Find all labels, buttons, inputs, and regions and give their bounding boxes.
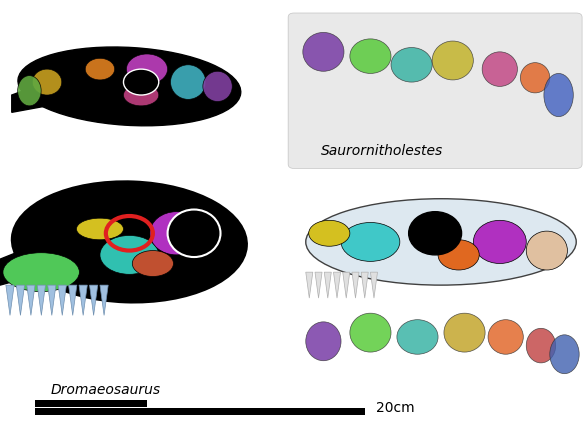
Ellipse shape <box>438 240 479 270</box>
FancyBboxPatch shape <box>288 13 582 168</box>
Ellipse shape <box>3 253 79 292</box>
Polygon shape <box>352 272 359 298</box>
Ellipse shape <box>520 63 550 93</box>
Ellipse shape <box>488 320 523 354</box>
Polygon shape <box>16 285 25 315</box>
Bar <box>35 400 147 407</box>
Ellipse shape <box>123 69 159 95</box>
Ellipse shape <box>526 328 556 363</box>
Ellipse shape <box>171 65 206 99</box>
Ellipse shape <box>123 84 159 106</box>
Ellipse shape <box>168 210 220 257</box>
Ellipse shape <box>18 47 240 126</box>
Ellipse shape <box>350 313 391 352</box>
Polygon shape <box>89 285 98 315</box>
Ellipse shape <box>18 76 41 106</box>
Polygon shape <box>306 272 313 298</box>
Polygon shape <box>27 285 35 315</box>
Polygon shape <box>315 272 322 298</box>
Ellipse shape <box>444 313 485 352</box>
Bar <box>35 408 365 415</box>
Ellipse shape <box>432 41 473 80</box>
Ellipse shape <box>482 52 517 86</box>
Ellipse shape <box>76 218 123 240</box>
Polygon shape <box>12 78 59 112</box>
Ellipse shape <box>306 322 341 361</box>
Polygon shape <box>333 272 340 298</box>
Text: Saurornitholestes: Saurornitholestes <box>320 144 443 158</box>
Ellipse shape <box>85 58 115 80</box>
Polygon shape <box>100 285 108 315</box>
Ellipse shape <box>132 251 173 276</box>
Ellipse shape <box>303 32 344 71</box>
Ellipse shape <box>341 222 400 261</box>
Ellipse shape <box>12 181 247 302</box>
Ellipse shape <box>409 212 462 255</box>
Polygon shape <box>324 272 331 298</box>
Text: 20cm: 20cm <box>376 401 415 415</box>
Polygon shape <box>361 272 368 298</box>
Ellipse shape <box>203 71 232 102</box>
Ellipse shape <box>544 73 573 117</box>
Ellipse shape <box>397 320 438 354</box>
Ellipse shape <box>391 48 432 82</box>
Polygon shape <box>48 285 56 315</box>
Ellipse shape <box>550 335 579 374</box>
Text: Dromaeosaurus: Dromaeosaurus <box>51 384 161 397</box>
Ellipse shape <box>309 220 350 246</box>
Polygon shape <box>0 233 65 285</box>
Polygon shape <box>69 285 77 315</box>
Ellipse shape <box>350 39 391 73</box>
Ellipse shape <box>473 220 526 264</box>
Ellipse shape <box>32 69 62 95</box>
Ellipse shape <box>126 54 168 84</box>
Polygon shape <box>6 285 14 315</box>
Polygon shape <box>58 285 66 315</box>
Polygon shape <box>79 285 87 315</box>
Ellipse shape <box>100 235 159 274</box>
Polygon shape <box>37 285 45 315</box>
Ellipse shape <box>306 199 576 285</box>
Polygon shape <box>343 272 350 298</box>
Polygon shape <box>370 272 377 298</box>
Ellipse shape <box>150 212 203 255</box>
Ellipse shape <box>526 231 567 270</box>
